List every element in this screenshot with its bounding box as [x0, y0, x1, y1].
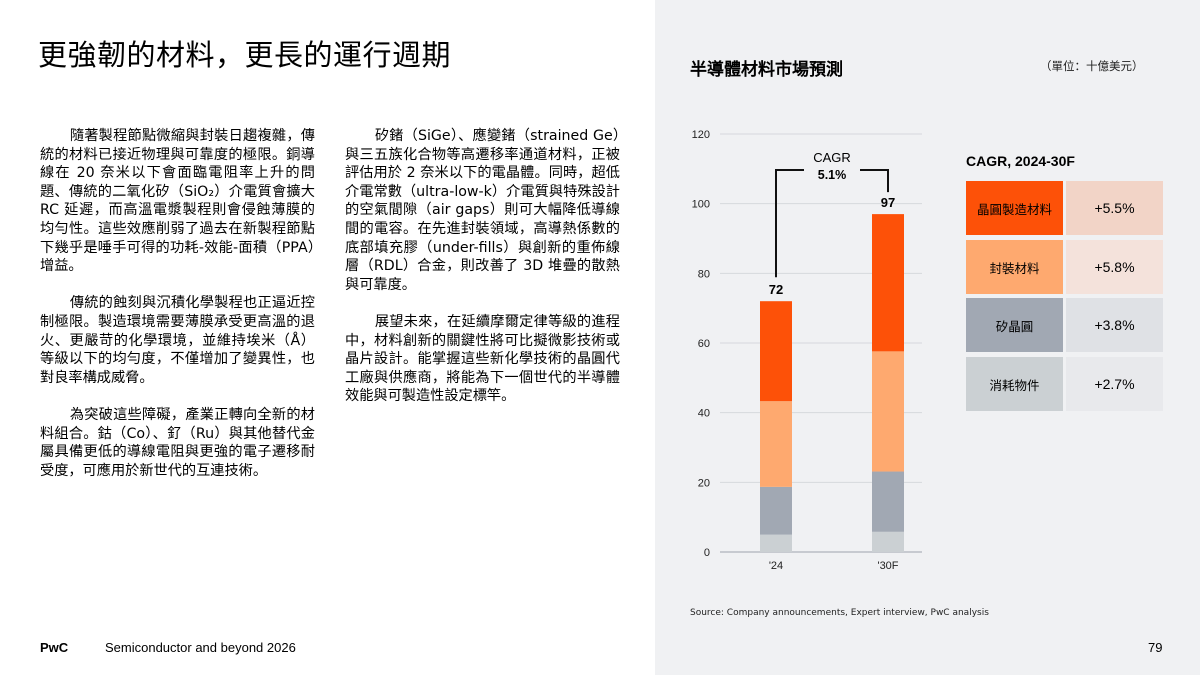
cagr-row-value: +5.8%: [1066, 240, 1163, 294]
total-label: 97: [881, 195, 895, 210]
paragraph: 為突破這些障礙，產業正轉向全新的材料組合。鈷（Co）、釕（Ru）與其他替代金屬具…: [40, 406, 315, 479]
paragraph: 隨著製程節點微縮與封裝日趨複雜，傳統的材料已接近物理與可靠度的極限。銅導線在 2…: [40, 128, 315, 275]
total-label: 72: [769, 282, 783, 297]
footer-brand: PwC: [40, 640, 69, 655]
body-column-2: 矽鍺（SiGe）、應變鍺（strained Ge）與三五族化合物等高遷移率通道材…: [345, 127, 620, 425]
cagr-row-label: 晶圓製造材料: [966, 181, 1063, 235]
paragraph: 傳統的蝕刻與沉積化學製程也正逼近控制極限。製造環境需要薄膜承受更高溫的退火、更嚴…: [40, 295, 315, 386]
y-tick-label: 120: [692, 129, 710, 141]
y-tick-label: 80: [698, 268, 710, 280]
x-tick-label: '30F: [877, 560, 898, 572]
bar-segment: [760, 534, 792, 552]
cagr-row-value: +2.7%: [1066, 357, 1163, 411]
cagr-row-value: +5.5%: [1066, 181, 1163, 235]
paragraph: 展望未來，在延續摩爾定律等級的進程中，材料創新的關鍵性將可比擬微影技術或晶片設計…: [345, 313, 620, 405]
page-title: 更強韌的材料，更長的運行週期: [38, 38, 452, 72]
bar-segment: [760, 401, 792, 487]
bar-segment: [872, 214, 904, 352]
bar-segment: [760, 301, 792, 402]
footer-title: Semiconductor and beyond 2026: [105, 640, 296, 655]
cagr-row-label: 封裝材料: [966, 240, 1063, 294]
cagr-bracket-left: [775, 169, 804, 278]
cagr-bracket-right: [860, 169, 889, 193]
y-tick-label: 60: [698, 338, 710, 350]
bar-segment: [760, 486, 792, 535]
y-tick-label: 0: [704, 547, 710, 559]
bar-segment: [872, 531, 904, 552]
cagr-table-heading: CAGR, 2024-30F: [966, 153, 1075, 169]
bar-segment: [872, 471, 904, 532]
chart-unit-label: （單位：十億美元）: [1040, 59, 1144, 73]
x-tick-label: '24: [769, 560, 783, 572]
y-tick-label: 100: [692, 199, 710, 211]
cagr-row: 矽晶圓 +3.8%: [966, 298, 1163, 352]
chart-source: Source: Company announcements, Expert in…: [690, 608, 989, 618]
bar-segment: [872, 351, 904, 472]
cagr-annotation-label: CAGR: [813, 150, 851, 165]
chart-title: 半導體材料市場預測: [690, 60, 843, 80]
y-tick-label: 40: [698, 408, 710, 420]
paragraph: 矽鍺（SiGe）、應變鍺（strained Ge）與三五族化合物等高遷移率通道材…: [345, 128, 620, 293]
page-number: 79: [1148, 640, 1163, 655]
cagr-row-label: 消耗物件: [966, 357, 1063, 411]
body-column-1: 隨著製程節點微縮與封裝日趨複雜，傳統的材料已接近物理與可靠度的極限。銅導線在 2…: [40, 127, 315, 499]
cagr-annotation-value: 5.1%: [818, 168, 847, 182]
cagr-row-value: +3.8%: [1066, 298, 1163, 352]
cagr-row: 封裝材料 +5.8%: [966, 240, 1163, 294]
cagr-row: 消耗物件 +2.7%: [966, 357, 1163, 411]
y-tick-label: 20: [698, 477, 710, 489]
cagr-row: 晶圓製造材料 +5.5%: [966, 181, 1163, 235]
cagr-row-label: 矽晶圓: [966, 298, 1063, 352]
